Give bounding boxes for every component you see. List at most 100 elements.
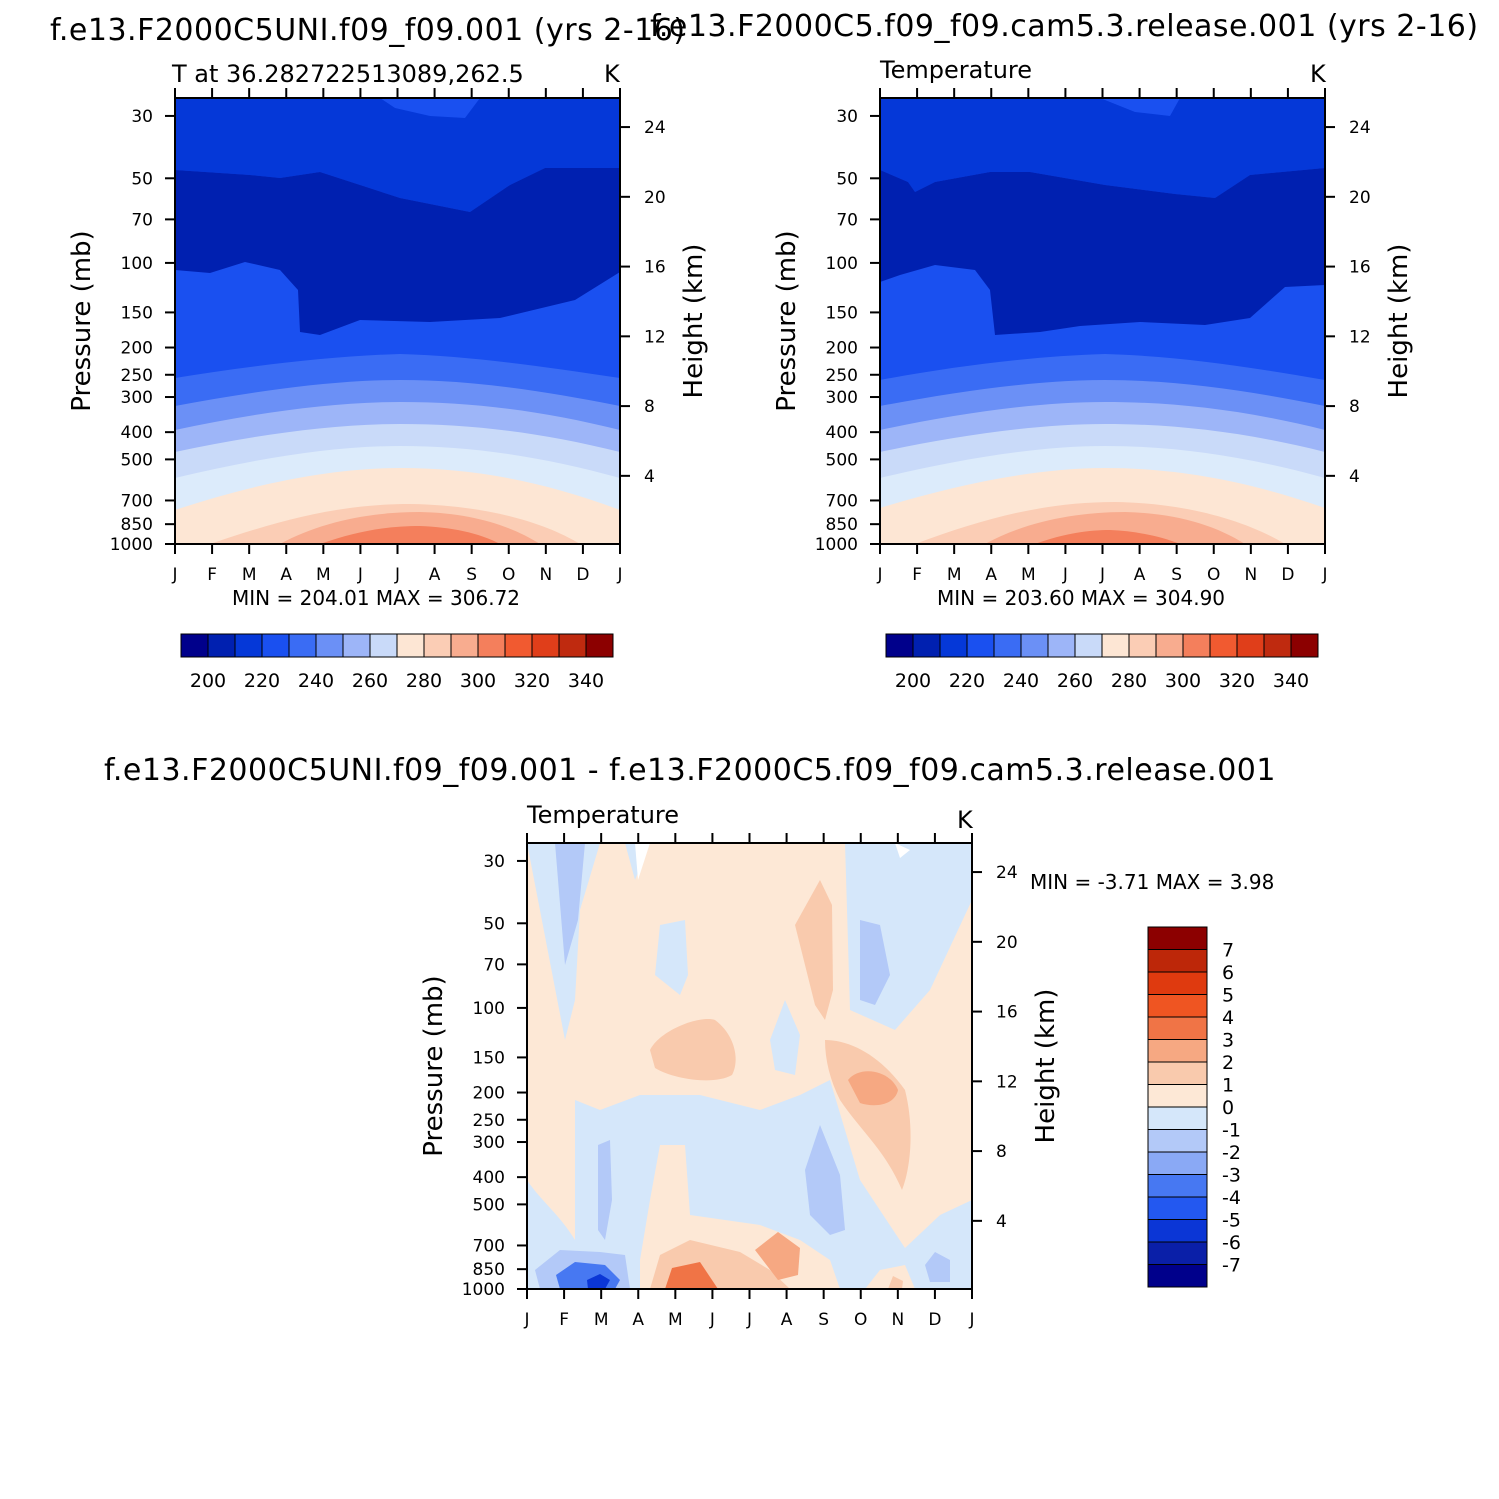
colorbar-label: 0 xyxy=(1222,1097,1234,1119)
colorbar-swatch xyxy=(1147,926,1208,950)
y-tick-label: 1000 xyxy=(110,535,153,555)
y-tick-label: 100 xyxy=(121,254,153,274)
y-tick-label: 250 xyxy=(121,366,153,386)
y-tick-label: 850 xyxy=(121,515,153,535)
colorbar-label: 220 xyxy=(949,670,985,692)
colorbar-swatch xyxy=(1147,994,1208,1018)
x-tick-label: M xyxy=(1021,565,1036,585)
contour-band xyxy=(527,843,972,1248)
y-tick-label: 850 xyxy=(473,1260,505,1280)
x-tick-label: S xyxy=(466,565,477,585)
colorbar-label: 340 xyxy=(568,670,604,692)
colorbar-label: -1 xyxy=(1222,1120,1241,1142)
colorbar-swatch xyxy=(342,633,371,658)
x-tick-label: A xyxy=(985,565,997,585)
colorbar-label: -7 xyxy=(1222,1255,1241,1277)
contour-band xyxy=(650,1019,736,1081)
y-tick-label: 500 xyxy=(121,450,153,470)
y2-axis-title: Height (km) xyxy=(1384,244,1414,399)
x-tick-label: A xyxy=(280,565,292,585)
colorbar-label: 320 xyxy=(1219,670,1255,692)
colorbar-swatch xyxy=(1020,633,1049,658)
panel-a-units: K xyxy=(604,60,621,88)
y-tick-label: 70 xyxy=(483,955,505,975)
panel-b-units: K xyxy=(1310,60,1327,88)
contour-band xyxy=(925,1252,950,1282)
y-tick-label: 500 xyxy=(473,1195,505,1215)
panel-c-units: K xyxy=(957,806,974,834)
contour-band xyxy=(880,98,1325,198)
colorbar-label: -2 xyxy=(1222,1142,1241,1164)
y-axis-title: Pressure (mb) xyxy=(419,975,449,1156)
y-tick-label: 700 xyxy=(121,491,153,511)
contour-band xyxy=(1100,98,1180,116)
x-tick-label: J xyxy=(968,1310,974,1330)
y2-tick-label: 8 xyxy=(644,397,655,417)
y2-tick-label: 12 xyxy=(1349,327,1371,347)
x-tick-label: M xyxy=(316,565,331,585)
x-tick-label: A xyxy=(632,1310,644,1330)
colorbar-swatch xyxy=(1101,633,1130,658)
y-tick-label: 400 xyxy=(121,423,153,443)
colorbar-swatch xyxy=(966,633,995,658)
colorbar-label: 200 xyxy=(895,670,931,692)
contour-band xyxy=(320,526,500,544)
x-tick-label: J xyxy=(746,1310,752,1330)
contour-band xyxy=(860,920,890,1005)
colorbar-swatch xyxy=(1147,1106,1208,1130)
y-tick-label: 700 xyxy=(826,491,858,511)
panel-a-colorbar: 200 220 240 260 280 300 320 340 xyxy=(180,633,614,692)
colorbar-swatch xyxy=(1128,633,1157,658)
panel-c-left-label: Temperature xyxy=(526,801,679,829)
colorbar-label: 300 xyxy=(1165,670,1201,692)
x-tick-label: M xyxy=(242,565,257,585)
y-tick-label: 150 xyxy=(473,1048,505,1068)
panel-a-contours xyxy=(175,98,620,544)
y2-axis-title: Height (km) xyxy=(679,244,709,399)
y2-tick-label: 8 xyxy=(1349,397,1360,417)
colorbar-swatch xyxy=(1147,1241,1208,1265)
x-tick-label: J xyxy=(709,1310,715,1330)
x-tick-label: J xyxy=(1062,565,1068,585)
contour-band xyxy=(985,512,1245,544)
panel-a-title: f.e13.F2000C5UNI.f09_f09.001 (yrs 2-16) xyxy=(50,13,686,48)
colorbar-label: 6 xyxy=(1222,962,1234,984)
colorbar-label: 280 xyxy=(406,670,442,692)
x-tick-label: M xyxy=(668,1310,683,1330)
y-axis-title: Pressure (mb) xyxy=(772,230,802,411)
y2-tick-label: 24 xyxy=(996,863,1018,883)
x-tick-label: J xyxy=(394,565,400,585)
contour-band xyxy=(175,168,620,335)
colorbar-swatch xyxy=(261,633,290,658)
contour-band xyxy=(665,1262,718,1289)
y-axis-title: Pressure (mb) xyxy=(67,230,97,411)
y-tick-label: 50 xyxy=(483,914,505,934)
panel-b-left-label: Temperature xyxy=(879,56,1032,84)
y2-tick-label: 24 xyxy=(1349,118,1371,138)
contour-band xyxy=(175,98,620,212)
x-tick-label: D xyxy=(576,565,589,585)
y2-tick-label: 4 xyxy=(996,1212,1007,1232)
y2-tick-label: 12 xyxy=(996,1072,1018,1092)
contour-band xyxy=(755,1232,800,1280)
x-tick-label: S xyxy=(818,1310,829,1330)
x-tick-label: J xyxy=(876,565,882,585)
panel-c-contours xyxy=(527,843,972,1289)
colorbar-label: 280 xyxy=(1111,670,1147,692)
contour-band xyxy=(805,1125,845,1235)
x-tick-label: N xyxy=(539,565,552,585)
panel-a-stats: MIN = 204.01 MAX = 306.72 xyxy=(232,586,520,610)
contour-band xyxy=(880,98,1325,116)
y-tick-label: 300 xyxy=(826,388,858,408)
colorbar-swatch xyxy=(477,633,506,658)
contour-band xyxy=(587,1274,610,1289)
colorbar-swatch xyxy=(234,633,263,658)
colorbar-swatch xyxy=(939,633,968,658)
colorbar-swatch xyxy=(558,633,587,658)
colorbar-swatch xyxy=(1182,633,1211,658)
contour-band xyxy=(795,880,833,1020)
x-tick-label: N xyxy=(891,1310,904,1330)
